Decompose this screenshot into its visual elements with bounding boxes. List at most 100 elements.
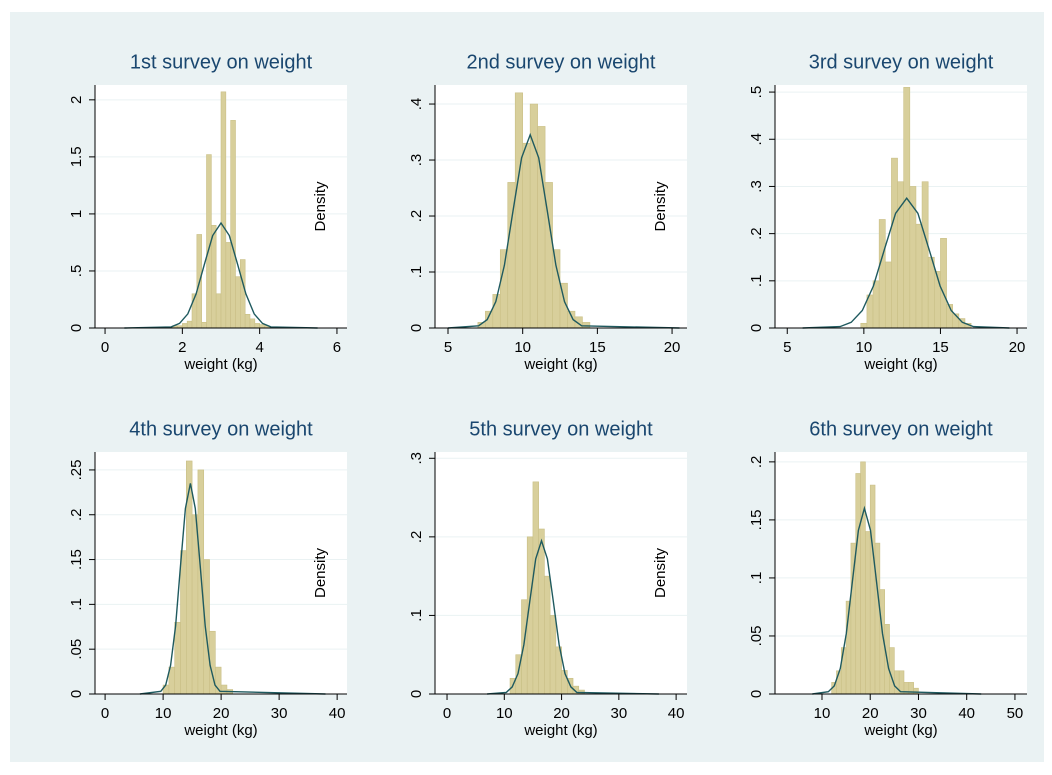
title: 1st survey on weight xyxy=(130,51,313,73)
y-tick-label: .4 xyxy=(408,98,425,111)
histogram-bar xyxy=(203,559,210,695)
histogram-bar xyxy=(522,142,531,329)
y-tick-label: 0 xyxy=(408,690,425,698)
y-axis-label: Density xyxy=(312,181,329,232)
x-tick-label: 15 xyxy=(932,339,949,356)
title: 5th survey on weight xyxy=(469,418,653,440)
y-tick-label: .2 xyxy=(408,210,425,223)
histogram-bar xyxy=(244,314,251,329)
x-tick-label: 30 xyxy=(910,705,927,722)
y-tick-label: 0 xyxy=(68,690,85,698)
density-curve xyxy=(139,483,326,695)
y-tick-label: 0 xyxy=(748,324,765,332)
density-curve xyxy=(812,505,982,695)
y-tick-label: .3 xyxy=(408,154,425,167)
histogram-bar xyxy=(850,542,857,695)
histogram-bar xyxy=(927,256,935,329)
histogram-bar xyxy=(940,238,947,329)
y-axis-label: Density xyxy=(652,547,669,598)
histogram-bar xyxy=(186,460,193,695)
y-tick-label: 0 xyxy=(748,690,765,698)
histogram-bar xyxy=(230,120,236,329)
histogram-bar xyxy=(903,87,911,329)
y-tick-label: 2 xyxy=(68,96,85,104)
plot-region xyxy=(95,452,347,694)
y-tick-label: .05 xyxy=(68,639,85,660)
title: 4th survey on weight xyxy=(129,418,313,440)
x-tick-label: 20 xyxy=(664,339,681,356)
x-axis-label: weight (kg) xyxy=(183,722,257,739)
histogram-bar xyxy=(174,621,181,695)
histogram-bar xyxy=(197,469,205,695)
title: 3rd survey on weight xyxy=(809,51,994,73)
histogram-bar xyxy=(186,320,193,329)
histogram-bar xyxy=(532,481,539,695)
y-tick-label: .1 xyxy=(748,275,765,288)
y-tick-label: .05 xyxy=(748,626,765,647)
x-tick-label: 10 xyxy=(496,705,513,722)
histogram-bar xyxy=(552,249,561,329)
histogram-bar xyxy=(514,92,523,329)
x-axis-label: weight (kg) xyxy=(523,722,597,739)
y-tick-label: .15 xyxy=(748,509,765,530)
histogram-bar xyxy=(201,321,207,329)
density-curve xyxy=(802,197,1010,329)
y-tick-label: 1 xyxy=(68,210,85,218)
histogram-bar xyxy=(889,647,895,695)
y-tick-label: .1 xyxy=(408,266,425,279)
y-tick-label: .25 xyxy=(68,459,85,480)
y-tick-label: .3 xyxy=(748,180,765,193)
histogram-bar xyxy=(884,261,892,329)
y-axis-label: Density xyxy=(652,181,669,232)
y-tick-label: .3 xyxy=(408,452,425,465)
histogram-bar xyxy=(182,323,188,329)
x-tick-label: 6 xyxy=(333,339,341,356)
histogram-bar xyxy=(878,219,886,329)
x-tick-label: 40 xyxy=(668,705,685,722)
histogram-bar xyxy=(915,223,923,329)
y-tick-label: .1 xyxy=(748,572,765,585)
density-curve xyxy=(447,132,680,329)
histogram-bar xyxy=(220,91,227,329)
histogram-bar xyxy=(860,461,866,695)
histogram-bar xyxy=(220,684,228,695)
y-tick-label: .2 xyxy=(748,456,765,469)
density-curve xyxy=(124,221,318,329)
x-tick-label: 15 xyxy=(589,339,606,356)
y-tick-label: .1 xyxy=(408,609,425,622)
histogram-bar xyxy=(874,542,881,695)
histogram-bar xyxy=(215,293,222,329)
histogram-bar xyxy=(499,249,509,329)
x-tick-label: 20 xyxy=(1009,339,1026,356)
x-tick-label: 10 xyxy=(155,705,172,722)
histogram-bar xyxy=(913,687,919,695)
y-tick-label: .2 xyxy=(748,227,765,240)
histogram-bar xyxy=(869,484,876,695)
x-tick-label: 0 xyxy=(101,339,109,356)
x-tick-label: 20 xyxy=(862,705,879,722)
histogram-bar xyxy=(865,531,871,695)
y-tick-label: .4 xyxy=(748,133,765,146)
histogram-bar xyxy=(249,318,256,329)
y-tick-label: 0 xyxy=(68,324,85,332)
x-tick-label: 50 xyxy=(1007,705,1024,722)
histogram-bar xyxy=(549,615,557,695)
y-tick-label: 0 xyxy=(408,324,425,332)
y-axis-label: Density xyxy=(312,547,329,598)
histogram-bar xyxy=(921,181,929,329)
histogram-bar xyxy=(254,323,260,329)
x-tick-label: 30 xyxy=(271,705,288,722)
plot-region xyxy=(775,452,1027,694)
histogram-bar xyxy=(240,259,246,329)
histogram-bar xyxy=(521,599,528,695)
histogram-bar xyxy=(538,528,545,695)
histogram-bar xyxy=(934,271,941,329)
y-tick-label: .5 xyxy=(68,265,85,278)
histogram-bar xyxy=(860,322,868,329)
histogram-bar xyxy=(855,473,861,695)
y-tick-label: .1 xyxy=(68,598,85,611)
x-axis-label: weight (kg) xyxy=(523,356,597,373)
histogram-bar xyxy=(191,514,199,695)
